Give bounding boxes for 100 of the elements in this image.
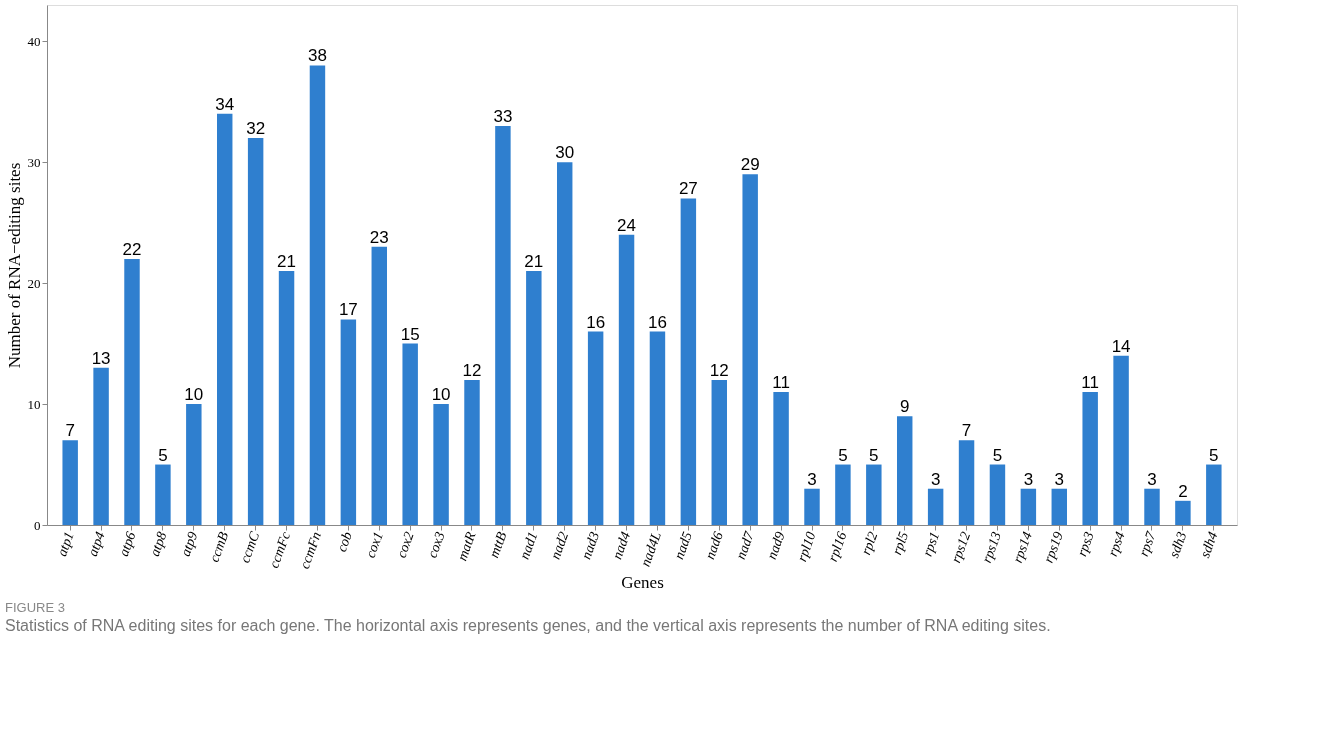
data-label: 12 [462, 360, 482, 380]
data-label: 23 [369, 227, 389, 247]
bar [1051, 488, 1067, 525]
data-label: 38 [307, 46, 327, 66]
data-label: 12 [709, 360, 729, 380]
x-tick-label: ccmFc [266, 529, 294, 570]
bar [1206, 464, 1222, 525]
data-label: 16 [647, 312, 667, 332]
bar [773, 391, 789, 525]
data-label: 22 [122, 239, 142, 259]
bar [217, 113, 233, 525]
y-tick-label: 10 [27, 396, 41, 412]
data-label: 5 [158, 445, 168, 465]
data-label: 3 [1023, 469, 1034, 489]
x-tick-label: cox2 [393, 529, 417, 560]
data-label: 32 [246, 119, 266, 139]
x-tick-label: rpl5 [889, 529, 912, 557]
x-tick-label: nad1 [516, 529, 541, 562]
data-label: 29 [740, 155, 760, 175]
data-label: 16 [586, 312, 606, 332]
data-label: 3 [807, 469, 817, 489]
bar [835, 464, 851, 525]
bar [464, 379, 480, 525]
bar [433, 404, 449, 525]
bar [155, 464, 171, 525]
data-label: 5 [1209, 445, 1219, 465]
data-label: 5 [838, 445, 848, 465]
data-label: 13 [91, 348, 111, 368]
x-tick-label: atp9 [177, 529, 201, 559]
x-tick-label: rpl10 [794, 529, 819, 564]
bar [1020, 488, 1037, 525]
bar [371, 246, 387, 525]
bar [958, 440, 975, 525]
bar [186, 404, 202, 525]
x-tick-label: atp8 [146, 529, 170, 559]
data-label: 24 [617, 215, 637, 235]
data-label: 14 [1111, 336, 1131, 356]
bar [989, 464, 1006, 525]
bar [557, 162, 573, 525]
x-tick-label: nad5 [671, 529, 695, 562]
bar [62, 440, 78, 525]
x-tick-label: atp6 [115, 529, 139, 559]
data-label: 3 [1054, 469, 1065, 489]
bar [897, 416, 913, 525]
x-tick-label: mttB [486, 529, 510, 560]
bar [247, 138, 264, 525]
data-label: 7 [961, 421, 972, 441]
x-tick-label: cob [333, 529, 355, 554]
data-label: 34 [215, 94, 235, 114]
x-tick-label: rps3 [1074, 529, 1097, 559]
bar [309, 65, 326, 525]
x-tick-label: cox3 [424, 529, 448, 560]
data-label: 21 [277, 252, 297, 272]
x-tick-label: rps14 [1009, 529, 1035, 565]
data-label: 11 [1081, 372, 1100, 392]
x-tick-label: rpl16 [825, 529, 850, 564]
x-tick-label: rps1 [919, 529, 943, 559]
data-label: 3 [1147, 469, 1157, 489]
text: Statistics of RNA editing sites for each gene. The horizontal axis represents genes, and the vertical axis represents the number of RNA editing sites. [5, 617, 1051, 635]
x-tick-label: rps19 [1040, 529, 1066, 565]
data-label: 21 [524, 252, 544, 272]
y-tick-label: 40 [27, 33, 41, 49]
bar [495, 125, 511, 525]
x-tick-label: sdh4 [1197, 529, 1221, 560]
bar [649, 331, 666, 525]
data-label: 10 [184, 385, 204, 405]
x-tick-label: matR [454, 529, 479, 563]
x-tick-label: nad9 [764, 529, 788, 562]
bar [124, 258, 140, 525]
data-label: 7 [65, 421, 75, 441]
x-tick-label: ccmB [206, 529, 232, 565]
data-label: 3 [930, 469, 941, 489]
x-tick-label: sdh3 [1166, 529, 1190, 560]
bar [587, 331, 604, 525]
bar [526, 271, 542, 525]
x-tick-label: ccmC [237, 529, 263, 565]
bar [1113, 355, 1129, 525]
data-label: 9 [899, 397, 910, 417]
data-label: 11 [772, 372, 790, 392]
y-tick-label: 30 [27, 154, 41, 170]
x-tick-label: nad4L [637, 529, 665, 569]
x-tick-label: nad2 [547, 529, 572, 562]
x-tick-label: nad7 [733, 528, 758, 562]
data-label: 2 [1178, 481, 1188, 501]
data-label: 15 [400, 324, 420, 344]
x-tick-label: atp4 [85, 529, 108, 559]
x-tick-label: rpl2 [858, 529, 881, 557]
data-label: 10 [431, 385, 451, 405]
x-axis-title: Genes [621, 572, 664, 592]
y-tick-label: 20 [27, 275, 41, 291]
data-label: 33 [493, 106, 513, 126]
bar [927, 488, 944, 525]
bar [742, 174, 758, 525]
x-tick-label: nad6 [702, 529, 726, 562]
bar [1175, 500, 1191, 525]
data-label: 17 [338, 300, 358, 320]
x-tick-label: nad4 [609, 529, 634, 562]
text: FIGURE 3 [5, 600, 65, 616]
data-label: 5 [992, 445, 1003, 465]
bar [1082, 391, 1098, 525]
